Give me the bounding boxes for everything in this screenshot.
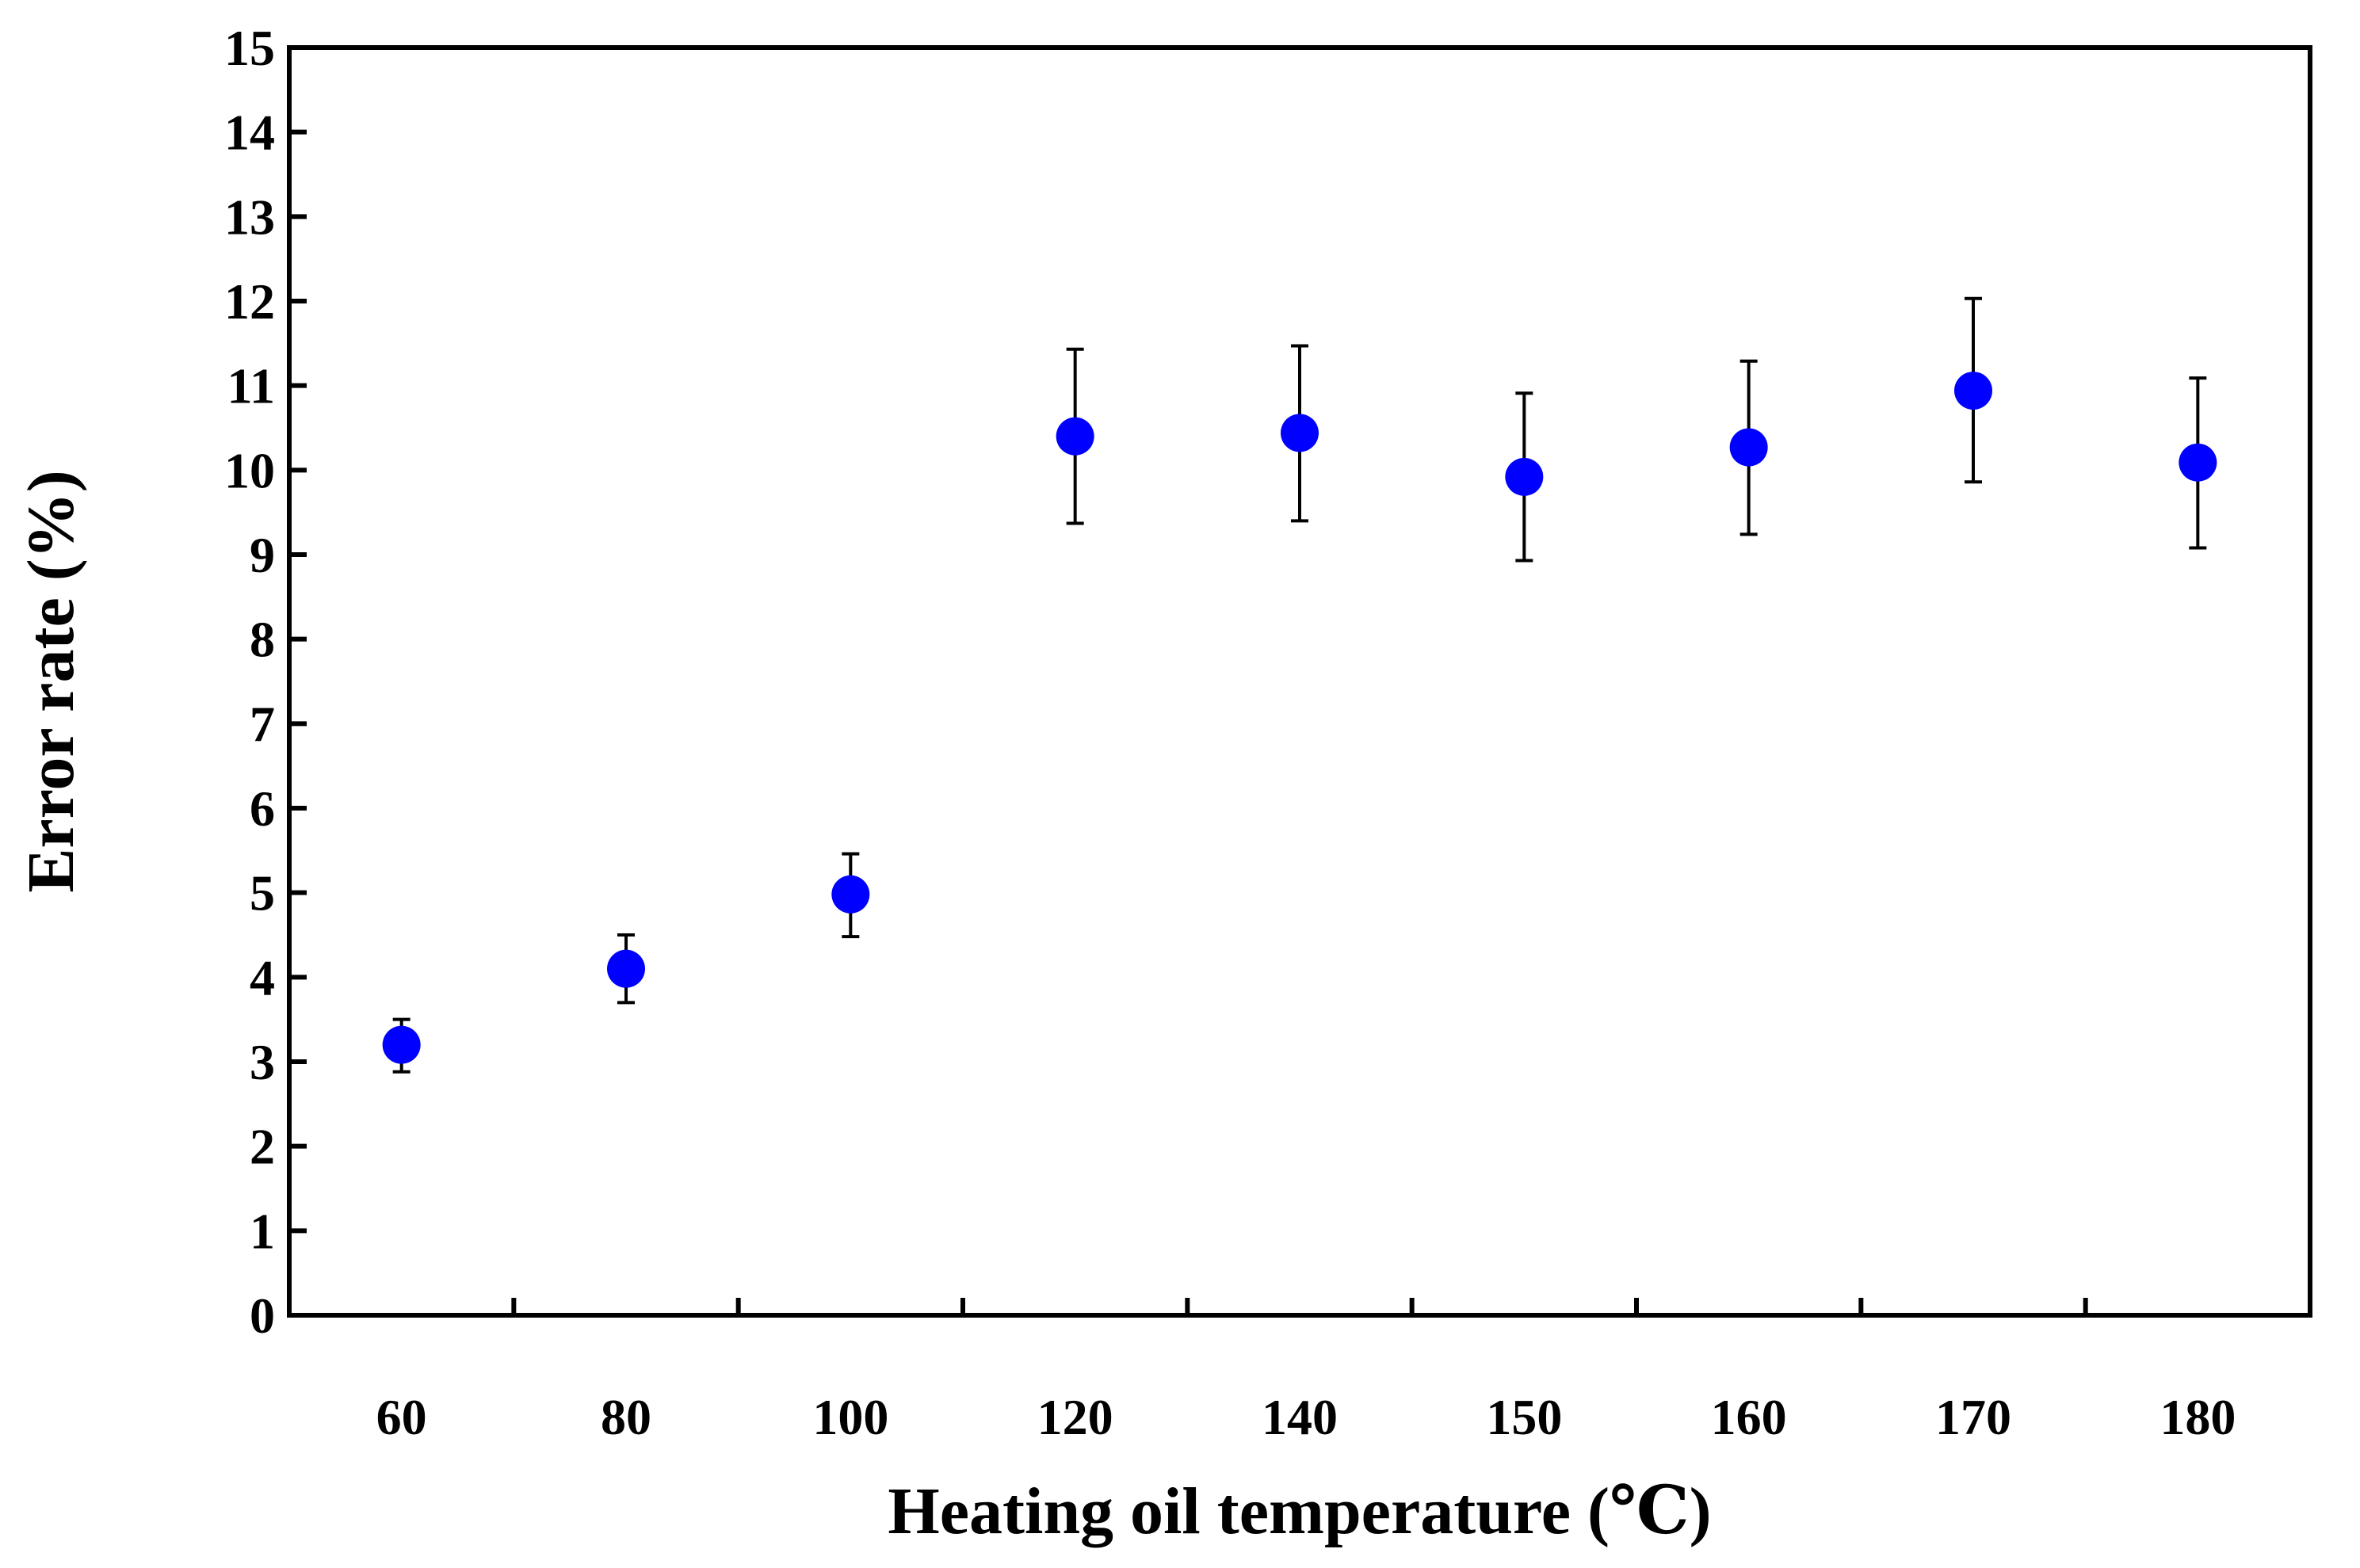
- data-point: [607, 949, 645, 988]
- y-tick-label: 15: [224, 20, 275, 76]
- plot-frame: [287, 45, 2312, 1318]
- data-point: [1056, 417, 1094, 456]
- y-tick-label: 2: [250, 1119, 275, 1175]
- x-tick-label: 180: [2160, 1389, 2236, 1445]
- x-axis-title: Heating oil temperature (℃): [888, 1475, 1711, 1548]
- y-tick-label: 11: [227, 358, 275, 414]
- y-tick-label: 0: [250, 1288, 275, 1344]
- y-tick-label: 12: [224, 273, 275, 330]
- y-tick-label: 8: [250, 612, 275, 668]
- y-axis-title: Error rate (%): [14, 470, 88, 892]
- data-point: [1505, 457, 1544, 496]
- data-points: [382, 372, 2217, 1064]
- y-tick-label: 1: [250, 1203, 275, 1259]
- y-tick-label: 13: [224, 189, 275, 245]
- x-tick-label: 160: [1711, 1389, 1787, 1445]
- y-tick-label: 3: [250, 1034, 275, 1090]
- x-axis: 60 80 100 120 140 150 160 170 180: [376, 1298, 2236, 1445]
- data-point: [1281, 414, 1319, 452]
- y-tick-label: 6: [250, 780, 275, 837]
- data-point: [2179, 443, 2217, 482]
- data-point: [1729, 428, 1768, 467]
- y-tick-label: 14: [224, 105, 275, 161]
- y-tick-label: 4: [250, 949, 275, 1005]
- data-point: [382, 1025, 421, 1064]
- y-tick-label: 10: [224, 442, 275, 498]
- y-tick-label: 7: [250, 696, 275, 752]
- data-point: [1954, 372, 1992, 410]
- x-tick-label: 100: [812, 1389, 888, 1445]
- x-tick-label: 140: [1262, 1389, 1338, 1445]
- x-tick-label: 80: [601, 1389, 651, 1445]
- x-tick-label: 60: [376, 1389, 427, 1445]
- data-point: [831, 875, 870, 914]
- y-tick-label: 9: [250, 527, 275, 583]
- y-tick-label: 5: [250, 865, 275, 921]
- x-tick-label: 120: [1037, 1389, 1113, 1445]
- x-tick-label: 150: [1486, 1389, 1562, 1445]
- x-tick-label: 170: [1935, 1389, 2011, 1445]
